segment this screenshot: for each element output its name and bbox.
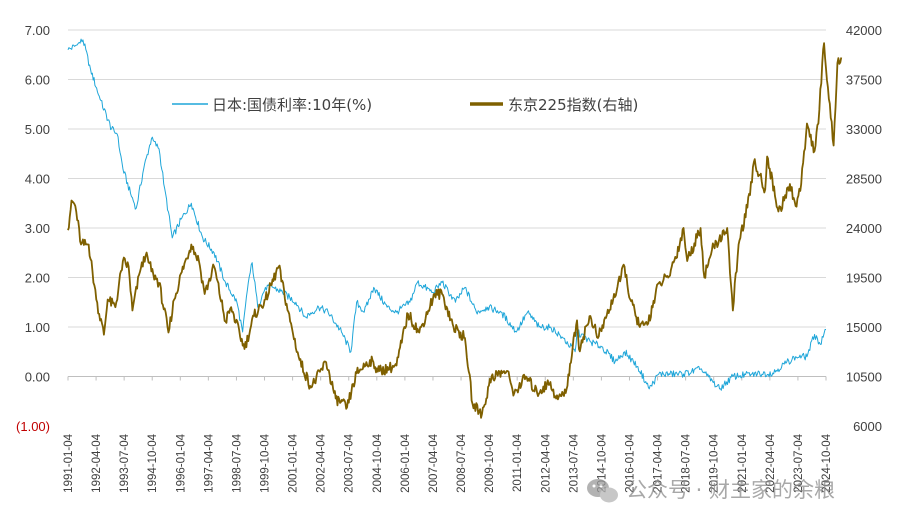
legend-label-nikkei: 东京225指数(右轴) bbox=[508, 96, 638, 114]
x-tick-label: 2014-10-04 bbox=[596, 433, 608, 492]
gridlines bbox=[68, 29, 826, 377]
left-tick-label: 4.00 bbox=[25, 172, 50, 187]
x-tick-label: 2011-01-04 bbox=[512, 433, 524, 492]
x-tick-label: 1997-04-04 bbox=[203, 433, 215, 492]
x-tick-label: 2022-04-04 bbox=[765, 433, 777, 492]
legend-label-yield: 日本:国债利率:10年(%) bbox=[212, 96, 372, 114]
left-tick-label: 3.00 bbox=[25, 221, 50, 236]
x-tick-label: 2019-10-04 bbox=[709, 433, 721, 492]
watermark-text: 公众号 · 财主家的余粮 bbox=[626, 478, 835, 502]
x-tick-label: 2007-04-04 bbox=[428, 433, 440, 492]
x-tick-label: 2017-04-04 bbox=[653, 433, 665, 492]
x-tick-label: 2003-07-04 bbox=[344, 433, 356, 492]
x-tick-label: 1996-01-04 bbox=[175, 433, 187, 492]
x-tick-label: 1999-10-04 bbox=[260, 433, 272, 492]
wechat-icon bbox=[587, 479, 618, 503]
right-axis-ticks: 6000 10500 15000 19500 24000 28500 33000 37500 4… bbox=[846, 23, 882, 434]
left-tick-label: 0.00 bbox=[25, 370, 50, 385]
legend-item-nikkei: 东京225指数(右轴) bbox=[470, 96, 638, 114]
left-tick-label: (1.00) bbox=[16, 419, 50, 434]
x-tick-label: 2016-01-04 bbox=[624, 433, 636, 492]
x-tick-label: 2004-10-04 bbox=[372, 433, 384, 492]
right-tick-label: 10500 bbox=[846, 370, 882, 385]
left-axis-ticks: (1.00) 0.00 1.00 2.00 3.00 4.00 5.00 6.00 7.00 bbox=[16, 23, 50, 434]
x-tick-label: 2009-10-04 bbox=[484, 433, 496, 492]
x-tick-label: 2023-07-04 bbox=[793, 433, 805, 492]
left-tick-label: 7.00 bbox=[25, 23, 50, 38]
watermark: 公众号 · 财主家的余粮 bbox=[587, 478, 835, 503]
x-tick-label: 2012-04-04 bbox=[540, 433, 552, 492]
right-tick-label: 42000 bbox=[846, 23, 882, 38]
series-line-nikkei bbox=[67, 42, 843, 419]
x-tick-label: 2006-01-04 bbox=[400, 433, 412, 492]
right-tick-label: 33000 bbox=[846, 122, 882, 137]
left-tick-label: 2.00 bbox=[25, 271, 50, 286]
legend: 日本:国债利率:10年(%) 东京225指数(右轴) bbox=[172, 96, 638, 114]
x-tick-label: 2008-07-04 bbox=[456, 433, 468, 492]
series-lines bbox=[67, 38, 843, 419]
x-tick-label: 2013-07-04 bbox=[568, 433, 580, 492]
left-tick-label: 1.00 bbox=[25, 320, 50, 335]
right-tick-label: 28500 bbox=[846, 172, 882, 187]
x-tick-label: 2018-07-04 bbox=[681, 433, 693, 492]
right-tick-label: 19500 bbox=[846, 271, 882, 286]
right-tick-label: 15000 bbox=[846, 320, 882, 335]
x-axis-ticks: 1991-01-04 1992-04-04 1993-07-04 1994-10-04… bbox=[63, 376, 833, 493]
x-tick-label: 1994-10-04 bbox=[147, 433, 159, 492]
x-tick-label: 1991-01-04 bbox=[63, 433, 75, 492]
x-tick-label: 2002-04-04 bbox=[316, 433, 328, 492]
x-tick-label: 1993-07-04 bbox=[119, 433, 131, 492]
left-tick-label: 5.00 bbox=[25, 122, 50, 137]
legend-item-yield: 日本:国债利率:10年(%) bbox=[172, 96, 372, 114]
series-line-yield bbox=[67, 38, 827, 391]
x-tick-label: 2024-10-04 bbox=[821, 433, 833, 492]
x-tick-label: 1992-04-04 bbox=[91, 433, 103, 492]
x-tick-label: 2001-01-04 bbox=[288, 433, 300, 492]
right-tick-label: 24000 bbox=[846, 221, 882, 236]
right-tick-label: 6000 bbox=[853, 419, 882, 434]
left-tick-label: 6.00 bbox=[25, 73, 50, 88]
right-tick-label: 37500 bbox=[846, 73, 882, 88]
x-tick-label: 1998-07-04 bbox=[231, 433, 243, 492]
x-tick-label: 2021-01-04 bbox=[737, 433, 749, 492]
